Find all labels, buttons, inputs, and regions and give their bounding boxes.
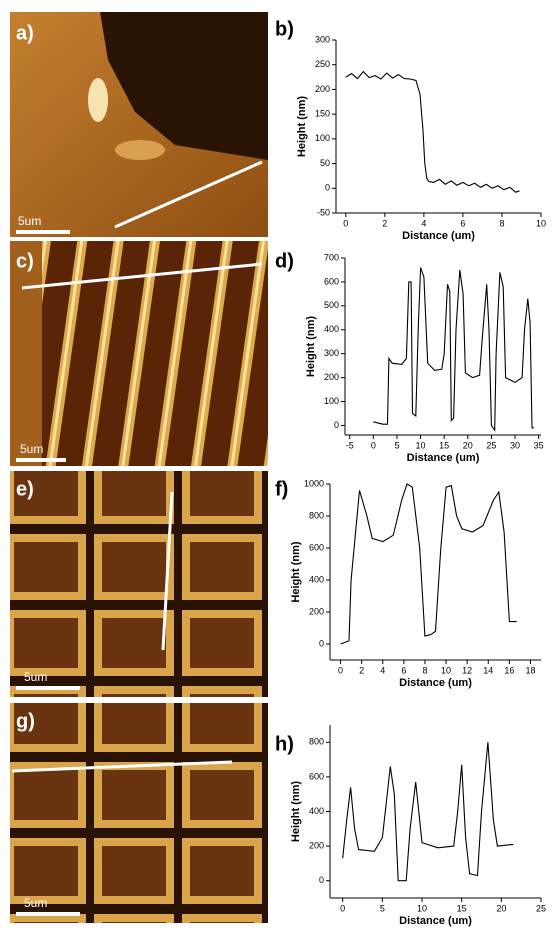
x-tick-label: 4 <box>380 665 385 675</box>
x-tick-label: -5 <box>346 440 354 450</box>
x-tick-label: 14 <box>483 665 493 675</box>
scale-bar-label: 5um <box>24 896 47 910</box>
y-tick-label: 400 <box>324 324 339 334</box>
y-tick-label: 0 <box>319 638 324 648</box>
panel-label: b) <box>275 18 294 40</box>
x-axis-label: Distance (um) <box>402 230 475 242</box>
y-tick-label: 100 <box>315 133 330 143</box>
x-tick-label: 35 <box>534 440 544 450</box>
x-tick-label: 2 <box>382 218 387 228</box>
x-tick-label: 15 <box>457 903 467 913</box>
panel-label: d) <box>275 250 294 272</box>
afm-image-a <box>10 12 268 237</box>
y-tick-label: 0 <box>325 183 330 193</box>
x-tick-label: 30 <box>510 440 520 450</box>
panel-label: h) <box>275 733 294 755</box>
x-tick-label: 10 <box>441 665 451 675</box>
y-axis-label: Height (nm) <box>290 781 302 842</box>
x-tick-label: 20 <box>496 903 506 913</box>
x-tick-label: 20 <box>463 440 473 450</box>
y-tick-label: 250 <box>315 59 330 69</box>
x-tick-label: 18 <box>525 665 535 675</box>
x-tick-label: 0 <box>371 440 376 450</box>
y-axis-label: Height (nm) <box>305 316 317 377</box>
y-tick-label: 700 <box>324 252 339 262</box>
x-tick-label: 25 <box>536 903 546 913</box>
data-line <box>340 483 517 645</box>
x-tick-label: 0 <box>340 903 345 913</box>
x-tick-label: 6 <box>460 218 465 228</box>
data-line <box>373 267 534 432</box>
scale-bar-label: 5um <box>24 670 47 684</box>
data-line <box>345 70 520 193</box>
x-axis-label: Distance (um) <box>399 677 472 689</box>
y-tick-label: 600 <box>309 771 324 781</box>
x-tick-label: 0 <box>343 218 348 228</box>
x-tick-label: 5 <box>394 440 399 450</box>
afm-image-c <box>10 241 268 466</box>
x-tick-label: 10 <box>417 903 427 913</box>
y-tick-label: 1000 <box>304 478 324 488</box>
x-tick-label: 2 <box>359 665 364 675</box>
afm-image-e <box>10 471 268 697</box>
panel-label: e) <box>16 478 34 500</box>
x-tick-label: 10 <box>416 440 426 450</box>
x-tick-label: 5 <box>380 903 385 913</box>
y-tick-label: 500 <box>324 300 339 310</box>
y-tick-label: 300 <box>315 34 330 44</box>
panel-label: g) <box>16 710 35 732</box>
y-tick-label: 100 <box>324 396 339 406</box>
y-tick-label: 800 <box>309 510 324 520</box>
x-tick-label: 8 <box>499 218 504 228</box>
x-tick-label: 12 <box>462 665 472 675</box>
y-axis-label: Height (nm) <box>296 96 308 157</box>
x-axis-label: Distance (um) <box>399 915 472 927</box>
panel-label: f) <box>275 478 288 500</box>
x-tick-label: 15 <box>439 440 449 450</box>
y-tick-label: 400 <box>309 574 324 584</box>
y-tick-label: 0 <box>319 875 324 885</box>
y-tick-label: 400 <box>309 806 324 816</box>
y-tick-label: 200 <box>324 372 339 382</box>
y-tick-label: 50 <box>320 158 330 168</box>
y-tick-label: 200 <box>309 606 324 616</box>
y-tick-label: -50 <box>317 207 330 217</box>
scale-bar-label: 5um <box>20 442 43 456</box>
x-tick-label: 6 <box>401 665 406 675</box>
data-line <box>342 742 514 882</box>
y-tick-label: 150 <box>315 109 330 119</box>
y-tick-label: 0 <box>334 420 339 430</box>
panel-label: c) <box>16 250 34 272</box>
panel-label: a) <box>16 22 34 44</box>
x-tick-label: 10 <box>536 218 546 228</box>
x-tick-label: 8 <box>422 665 427 675</box>
x-tick-label: 0 <box>338 665 343 675</box>
y-axis-label: Height (nm) <box>290 541 302 602</box>
y-tick-label: 200 <box>309 840 324 850</box>
x-tick-label: 16 <box>504 665 514 675</box>
afm-image-g <box>10 703 268 923</box>
x-tick-label: 4 <box>421 218 426 228</box>
x-axis-label: Distance (um) <box>407 452 480 464</box>
y-tick-label: 300 <box>324 348 339 358</box>
x-tick-label: 25 <box>486 440 496 450</box>
y-tick-label: 800 <box>309 737 324 747</box>
scale-bar-label: 5um <box>18 214 41 228</box>
y-tick-label: 600 <box>324 276 339 286</box>
y-tick-label: 600 <box>309 542 324 552</box>
y-tick-label: 200 <box>315 84 330 94</box>
